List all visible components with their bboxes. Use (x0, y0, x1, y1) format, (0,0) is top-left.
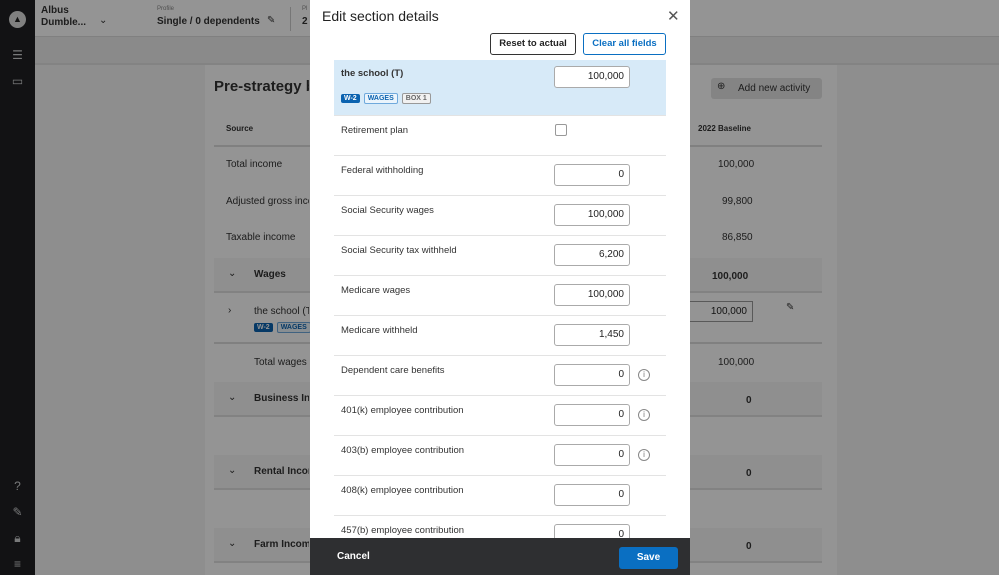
summary-value: 86,850 (722, 232, 753, 243)
logo-icon[interactable]: ▲ (9, 11, 26, 28)
edit-profile-icon[interactable]: ✎ (267, 15, 276, 26)
field-input[interactable]: 1,450 (554, 324, 630, 346)
clear-all-fields-button[interactable]: Clear all fields (583, 33, 666, 55)
feedback-icon[interactable]: ✎ (12, 505, 23, 519)
chevron-down-icon: ⌄ (228, 392, 237, 403)
summary-value: 99,800 (722, 196, 753, 207)
client-dropdown-icon[interactable]: ⌄ (99, 15, 108, 26)
chevron-down-icon: ⌄ (228, 268, 237, 279)
profile-label: Profile (157, 6, 175, 12)
field-label: Medicare withheld (341, 325, 418, 336)
field-label: 408(k) employee contribution (341, 485, 464, 496)
tag-box1: BOX 1 (401, 93, 431, 104)
sidebar: ▲ ☰ ▭ ? ✎ 🔒︎ ≡ (0, 0, 35, 575)
field-label: Dependent care benefits (341, 365, 445, 376)
profile-value: Single / 0 dependents (157, 16, 260, 27)
total-wages-value: 100,000 (718, 357, 755, 368)
field-row: Medicare wages 100,000 (334, 276, 666, 316)
field-label: 401(k) employee contribution (341, 405, 464, 416)
col-source: Source (226, 124, 254, 133)
section-label: Wages (254, 269, 286, 280)
source-row: the school (T) W-2 WAGES BOX 1 100,000 (334, 60, 666, 116)
field-row: 408(k) employee contribution 0 (334, 476, 666, 516)
field-input[interactable]: 0 (554, 364, 630, 386)
lock-icon[interactable]: 🔒︎ (14, 531, 21, 545)
section-value: 0 (746, 468, 752, 479)
edit-section-modal: Edit section details ✕ Reset to actual C… (310, 0, 690, 575)
chevron-right-icon[interactable]: › (228, 305, 232, 316)
card-icon[interactable]: ▭ (11, 74, 24, 88)
source-name: the school (T) (341, 68, 404, 79)
field-row: Federal withholding 0 (334, 156, 666, 196)
summary-value: 100,000 (718, 159, 755, 170)
add-activity-button[interactable]: ⊕ Add new activity (711, 78, 822, 99)
retirement-plan-checkbox[interactable] (555, 124, 567, 136)
section-label: Rental Incon (254, 466, 309, 477)
retirement-plan-label: Retirement plan (341, 125, 409, 136)
field-row: Medicare withheld 1,450 (334, 316, 666, 356)
tag-w2: W-2 (341, 94, 360, 103)
section-label: Farm Income (254, 539, 309, 550)
field-label: Federal withholding (341, 165, 424, 176)
reset-to-actual-button[interactable]: Reset to actual (490, 33, 576, 55)
chevron-down-icon: ⌄ (228, 465, 237, 476)
section-value: 0 (746, 541, 752, 552)
field-row: 401(k) employee contribution 0 i (334, 396, 666, 436)
total-wages-label: Total wages (254, 357, 307, 368)
plan-label: Pl (302, 6, 308, 12)
tag-wages: WAGES (363, 93, 398, 104)
field-label: Medicare wages (341, 285, 411, 296)
add-activity-label: Add new activity (738, 83, 811, 94)
retirement-plan-row: Retirement plan (334, 116, 666, 156)
field-input[interactable]: 0 (554, 524, 630, 538)
field-label: Social Security tax withheld (341, 245, 457, 256)
client-last-name[interactable]: Dumble... (41, 17, 87, 28)
section-label: Business Inco (254, 393, 309, 404)
field-input[interactable]: 0 (554, 484, 630, 506)
plan-value: 2 (302, 16, 308, 27)
col-baseline: 2022 Baseline (698, 124, 751, 133)
field-row: 403(b) employee contribution 0 i (334, 436, 666, 476)
field-input[interactable]: 6,200 (554, 244, 630, 266)
modal-title: Edit section details (322, 8, 439, 24)
info-icon[interactable]: i (638, 409, 650, 421)
page-title: Pre-strategy b (214, 78, 309, 95)
field-input[interactable]: 0 (554, 164, 630, 186)
source-amount-input[interactable]: 100,000 (554, 66, 630, 88)
field-label: Social Security wages (341, 205, 434, 216)
field-row: Social Security wages 100,000 (334, 196, 666, 236)
summary-label: Adjusted gross inco (226, 196, 309, 207)
help-icon[interactable]: ? (14, 479, 21, 493)
field-row: 457(b) employee contribution 0 (334, 516, 666, 538)
field-input[interactable]: 0 (554, 404, 630, 426)
field-label: 403(b) employee contribution (341, 445, 465, 456)
field-label: 457(b) employee contribution (341, 525, 465, 536)
field-row: Social Security tax withheld 6,200 (334, 236, 666, 276)
chevron-down-icon: ⌄ (228, 538, 237, 549)
client-first-name: Albus (41, 5, 69, 16)
wage-item-label: the school (T (254, 306, 309, 317)
modal-footer: Cancel Save (310, 538, 690, 575)
header-divider (290, 7, 291, 31)
save-button[interactable]: Save (619, 547, 678, 569)
field-input[interactable]: 100,000 (554, 204, 630, 226)
field-input[interactable]: 0 (554, 444, 630, 466)
info-icon[interactable]: i (638, 449, 650, 461)
edit-pencil-icon[interactable]: ✎ (786, 302, 795, 313)
section-value: 100,000 (712, 271, 749, 282)
summary-label: Taxable income (226, 232, 296, 243)
cancel-button[interactable]: Cancel (337, 551, 370, 562)
section-value: 0 (746, 395, 752, 406)
field-input[interactable]: 100,000 (554, 284, 630, 306)
summary-label: Total income (226, 159, 283, 170)
tag-w2: W-2 (254, 323, 273, 332)
plus-circle-icon: ⊕ (717, 81, 726, 92)
menu-collapse-icon[interactable]: ≡ (13, 557, 21, 571)
field-row: Dependent care benefits 0 i (334, 356, 666, 396)
info-icon[interactable]: i (638, 369, 650, 381)
list-icon[interactable]: ☰ (12, 48, 23, 62)
close-icon[interactable]: ✕ (667, 8, 680, 25)
